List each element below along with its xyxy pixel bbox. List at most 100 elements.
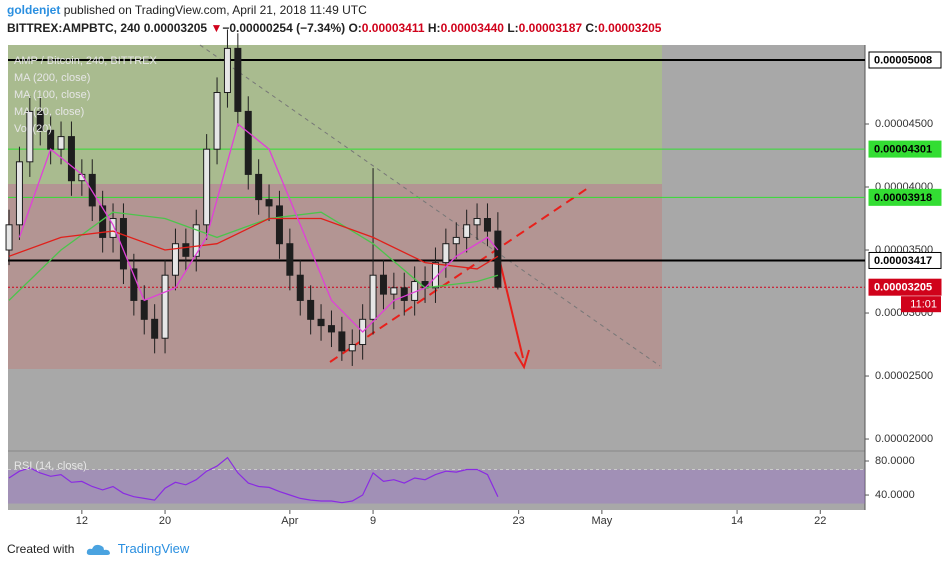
level-label-box (868, 188, 942, 206)
ohlc-value: 0.00003411 (361, 21, 425, 35)
x-tick-label: May (591, 515, 612, 527)
y-tick-label: 0.00002500 (875, 370, 933, 382)
pane-legend: AMP / Bitcoin, 240, BITTREX MA (200, clo… (14, 55, 158, 472)
candle-body (452, 236, 460, 245)
level-label: 0.00004301 (874, 143, 932, 155)
arrow-head (514, 349, 530, 370)
published: published on TradingView.com, April 21, … (63, 3, 367, 17)
level-label: 0.00003918 (874, 192, 932, 204)
level-label-box (868, 51, 942, 69)
trend-line (199, 44, 661, 367)
chart-title: AMP / Bitcoin, 240, BITTREX (14, 55, 158, 67)
candle-body (161, 274, 169, 339)
author[interactable]: goldenjet (7, 3, 61, 17)
candle-body (171, 243, 179, 276)
candle-body (5, 224, 13, 251)
y-tick-label: 80.0000 (875, 455, 915, 467)
x-tick-label: 9 (370, 515, 376, 527)
ohlc-key: L: (507, 21, 519, 35)
legend-entry: MA (20, close) (14, 106, 84, 118)
symbol: BITTREX:AMPBTC, 240 (7, 21, 141, 35)
candle-body (390, 287, 398, 295)
time-label-box (901, 296, 941, 313)
candle-body (483, 218, 491, 232)
candle-body (203, 148, 211, 226)
logo (86, 544, 110, 555)
candle-body (327, 325, 335, 333)
candle-body (140, 299, 148, 320)
candle-body (57, 136, 65, 150)
candle-body (275, 205, 283, 245)
candle-body (213, 92, 221, 150)
ohlc: O:0.00003411 H:0.00003440 L:0.00003187 C… (348, 21, 661, 35)
rsi-line (8, 456, 499, 504)
profit-zone (8, 45, 662, 184)
candle-body (379, 274, 387, 295)
symbol-line: BITTREX:AMPBTC, 240 0.00003205 ▼−0.00000… (7, 21, 661, 35)
candle-body (182, 243, 190, 257)
candle-body (192, 224, 200, 257)
candle-body (130, 268, 138, 301)
candle-body (255, 173, 263, 201)
candle-body (286, 243, 294, 276)
change: −0.00000254 (−7.34%) (222, 21, 346, 35)
footer: Created with TradingView (7, 541, 189, 557)
ohlc-value: 0.00003187 (518, 21, 583, 35)
candle-body (317, 318, 325, 327)
candle-body (244, 110, 252, 175)
created-with: Created with (7, 542, 75, 556)
moving-average (18, 122, 499, 333)
candle-body (109, 218, 117, 238)
candle-body (494, 230, 502, 288)
y-tick-label: 0.00004500 (875, 118, 933, 130)
candle-body (338, 331, 346, 352)
level-label: 0.00005008 (874, 54, 932, 66)
candle-body (463, 224, 471, 238)
publish-line: goldenjet published on TradingView.com, … (7, 3, 367, 17)
candle-body (15, 161, 23, 226)
time-label: 11:01 (910, 299, 937, 311)
level-label-box (868, 251, 942, 269)
legend-entry: Vol (20) (14, 123, 52, 135)
legend-entry: MA (100, close) (14, 89, 90, 101)
candle-body (473, 218, 481, 226)
loss-zone (8, 184, 662, 369)
candle-body (421, 281, 429, 289)
candle-body (369, 274, 377, 320)
y-tick-label: 0.00002000 (875, 433, 933, 445)
ohlc-key: H: (427, 21, 441, 35)
candle-body (234, 47, 242, 112)
candle-body (26, 110, 34, 163)
ohlc-key: C: (585, 21, 599, 35)
x-tick-label: 20 (159, 515, 171, 527)
moving-average (8, 217, 499, 270)
rsi-title: RSI (14, close) (14, 460, 87, 472)
x-tick-label: 12 (76, 515, 88, 527)
candle-body (223, 47, 231, 94)
change-arrow: ▼ (210, 21, 223, 35)
candle-body (348, 344, 356, 352)
candle-body (296, 274, 304, 301)
legend-entry: MA (200, close) (14, 72, 90, 84)
candle-body (442, 243, 450, 264)
ohlc-key: O: (348, 21, 362, 35)
candle-body (67, 136, 75, 182)
candle-body (307, 299, 315, 320)
candle-body (151, 318, 159, 339)
last-price: 0.00003205 (143, 21, 208, 35)
level-label-box (868, 278, 942, 296)
arrow (499, 261, 524, 359)
data-layer: 0.000045000.000040000.000035000.00003000… (5, 29, 942, 527)
ohlc-value: 0.00003440 (440, 21, 504, 35)
x-tick-label: Apr (281, 515, 298, 527)
x-tick-label: 14 (731, 515, 743, 527)
level-label: 0.00003417 (874, 255, 932, 267)
candle-body (400, 287, 408, 301)
rsi-band (8, 469, 865, 504)
ohlc-value: 0.00003205 (598, 21, 662, 35)
level-label-box (868, 140, 942, 158)
brand[interactable]: TradingView (117, 541, 190, 556)
candle-body (265, 199, 273, 207)
